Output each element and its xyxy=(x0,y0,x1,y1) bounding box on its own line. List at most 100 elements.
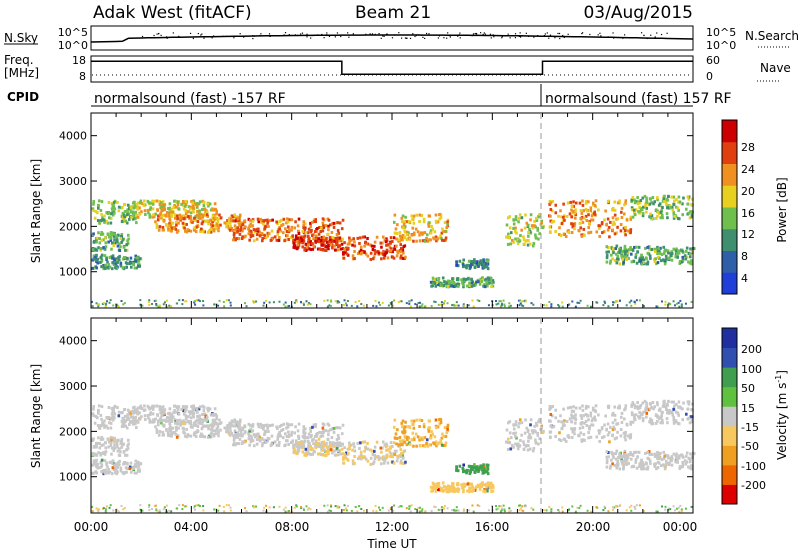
power-echo-cell xyxy=(184,204,187,208)
velocity-echo-cell xyxy=(502,504,505,507)
velocity-echo-cell xyxy=(622,467,625,471)
velocity-echo-cell xyxy=(663,467,667,471)
power-echo-cell xyxy=(428,238,431,242)
power-echo-cell xyxy=(473,283,477,287)
velocity-echo-cell xyxy=(629,436,632,440)
power-echo-cell xyxy=(313,220,316,224)
velocity-echo-cell xyxy=(606,433,610,437)
power-echo-cell xyxy=(442,239,446,243)
noise-search-dot xyxy=(521,35,523,37)
noise-search-dot xyxy=(443,37,445,39)
power-echo-cell xyxy=(92,200,96,204)
power-echo-cell xyxy=(616,225,619,229)
velocity-echo-cell xyxy=(107,421,111,425)
power-echo-cell xyxy=(284,227,287,231)
power-echo-cell xyxy=(623,212,626,216)
power-echo-cell xyxy=(649,216,653,220)
velocity-echo-cell xyxy=(421,444,425,448)
power-echo-cell xyxy=(444,229,447,233)
velocity-echo-cell xyxy=(372,462,375,466)
power-echo-cell xyxy=(674,205,678,209)
power-echo-cell xyxy=(613,200,616,204)
velocity-echo-cell xyxy=(691,455,694,459)
power-echo-cell xyxy=(594,199,598,203)
power-echo-cell xyxy=(198,300,201,303)
power-echo-cell xyxy=(675,302,678,305)
velocity-echo-cell xyxy=(461,468,465,472)
power-echo-cell xyxy=(256,217,260,221)
power-echo-cell xyxy=(658,212,661,216)
noise-sky-line xyxy=(90,34,694,43)
velocity-echo-cell xyxy=(261,441,265,445)
power-echo-cell xyxy=(658,251,662,255)
velocity-echo-cell xyxy=(396,454,399,458)
power-echo-cell xyxy=(136,215,140,219)
power-echo-cell xyxy=(201,215,205,219)
velocity-echo-cell xyxy=(307,442,311,446)
power-echo-cell xyxy=(229,304,232,307)
power-echo-cell xyxy=(99,256,103,260)
power-echo-cell xyxy=(170,210,174,214)
velocity-echo-cell xyxy=(140,407,144,411)
velocity-echo-cell xyxy=(115,469,118,473)
velocity-echo-cell xyxy=(170,434,173,438)
power-echo-cell xyxy=(586,200,590,204)
velocity-echo-cell xyxy=(192,423,196,427)
power-echo-cell xyxy=(159,211,163,215)
velocity-echo-cell xyxy=(173,404,176,408)
power-echo-cell xyxy=(192,210,195,214)
velocity-echo-cell xyxy=(514,420,518,424)
power-echo-cell xyxy=(343,248,346,252)
velocity-echo-cell xyxy=(641,419,645,423)
power-echo-cell xyxy=(625,249,629,253)
velocity-echo-cell xyxy=(343,504,346,507)
velocity-echo-cell xyxy=(419,436,423,440)
velocity-echo-cell xyxy=(375,510,378,513)
velocity-echo-cell xyxy=(113,463,117,467)
power-echo-cell xyxy=(108,265,112,269)
power-echo-cell xyxy=(573,222,577,226)
power-echo-cell xyxy=(329,305,332,308)
power-echo-cell xyxy=(102,218,106,222)
velocity-echo-cell xyxy=(321,426,325,430)
power-echo-cell xyxy=(174,205,178,209)
power-echo-cell xyxy=(174,220,178,224)
power-echo-cell xyxy=(356,236,360,240)
power-echo-cell xyxy=(119,245,122,249)
velocity-echo-cell xyxy=(635,450,638,454)
noise-search-dot xyxy=(643,34,645,37)
velocity-echo-cell xyxy=(675,403,678,407)
power-echo-cell xyxy=(243,219,247,223)
velocity-echo-cell xyxy=(235,420,239,424)
velocity-echo-cell xyxy=(405,443,409,447)
power-echo-cell xyxy=(92,232,95,236)
power-echo-cell xyxy=(165,299,168,302)
power-echo-cell xyxy=(206,202,209,206)
velocity-echo-cell xyxy=(237,424,240,428)
power-echo-cell xyxy=(661,199,665,203)
power-echo-cell xyxy=(408,302,411,305)
power-echo-cell xyxy=(646,260,650,264)
power-echo-cell xyxy=(401,249,405,253)
velocity-echo-cell xyxy=(403,434,407,438)
velocity-echo-cell xyxy=(574,510,577,513)
power-echo-cell xyxy=(653,259,657,263)
power-echo-cell xyxy=(213,224,217,228)
nave-tick-bottom: 0 xyxy=(706,70,713,83)
velocity-echo-cell xyxy=(325,441,328,445)
velocity-echo-cell xyxy=(429,434,433,438)
velocity-echo-cell xyxy=(240,441,244,445)
power-echo-cell xyxy=(248,238,251,242)
power-echo-cell xyxy=(103,254,107,258)
velocity-echo-cell xyxy=(218,418,221,422)
velocity-echo-cell xyxy=(662,463,665,467)
power-echo-cell xyxy=(625,257,629,261)
power-echo-cell xyxy=(515,231,518,235)
power-echo-cell xyxy=(535,219,539,223)
velocity-echo-cell xyxy=(253,505,256,508)
power-echo-cell xyxy=(124,248,127,252)
velocity-echo-cell xyxy=(115,440,119,444)
power-echo-cell xyxy=(218,299,221,302)
velocity-echo-cell xyxy=(529,423,532,427)
noise-search-dot xyxy=(548,37,550,39)
